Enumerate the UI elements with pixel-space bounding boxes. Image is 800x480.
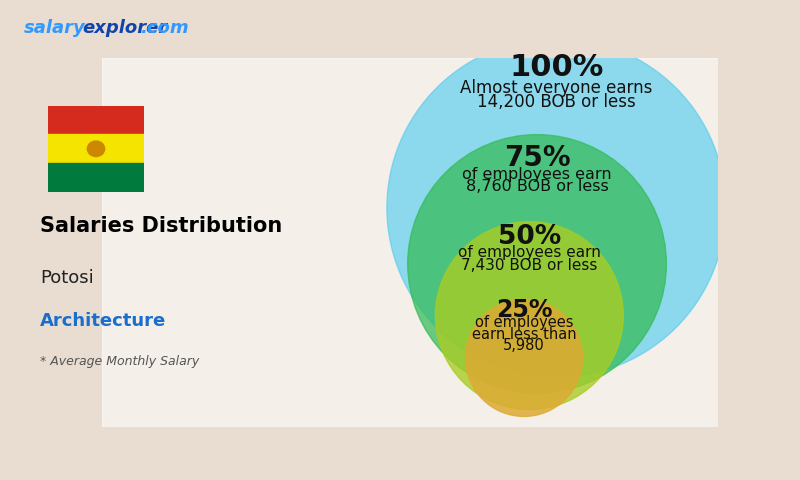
Text: of employees earn: of employees earn	[458, 245, 601, 260]
Text: 25%: 25%	[496, 298, 552, 322]
Text: Almost everyone earns: Almost everyone earns	[460, 79, 653, 97]
Text: 7,430 BOB or less: 7,430 BOB or less	[461, 258, 598, 273]
Circle shape	[435, 222, 623, 409]
Circle shape	[466, 300, 582, 417]
Text: * Average Monthly Salary: * Average Monthly Salary	[40, 355, 199, 368]
Text: Salaries Distribution: Salaries Distribution	[40, 216, 282, 236]
Text: 14,200 BOB or less: 14,200 BOB or less	[477, 93, 636, 111]
Text: 8,760 BOB or less: 8,760 BOB or less	[466, 180, 609, 194]
Text: 50%: 50%	[498, 224, 561, 250]
Bar	[48, 134, 144, 164]
Circle shape	[408, 134, 666, 393]
Text: of employees earn: of employees earn	[462, 167, 612, 182]
Text: Architecture: Architecture	[40, 312, 166, 330]
Circle shape	[87, 141, 105, 156]
Text: salary: salary	[24, 19, 86, 37]
Text: 75%: 75%	[504, 144, 570, 172]
Bar	[48, 164, 144, 192]
Text: .com: .com	[140, 19, 189, 37]
Text: 100%: 100%	[509, 53, 603, 82]
Text: earn less than: earn less than	[472, 326, 576, 342]
Bar	[48, 106, 144, 134]
Text: Potosi: Potosi	[40, 269, 94, 287]
Text: of employees: of employees	[474, 315, 574, 330]
Circle shape	[387, 38, 726, 377]
Text: 5,980: 5,980	[503, 338, 545, 353]
Text: explorer: explorer	[82, 19, 168, 37]
